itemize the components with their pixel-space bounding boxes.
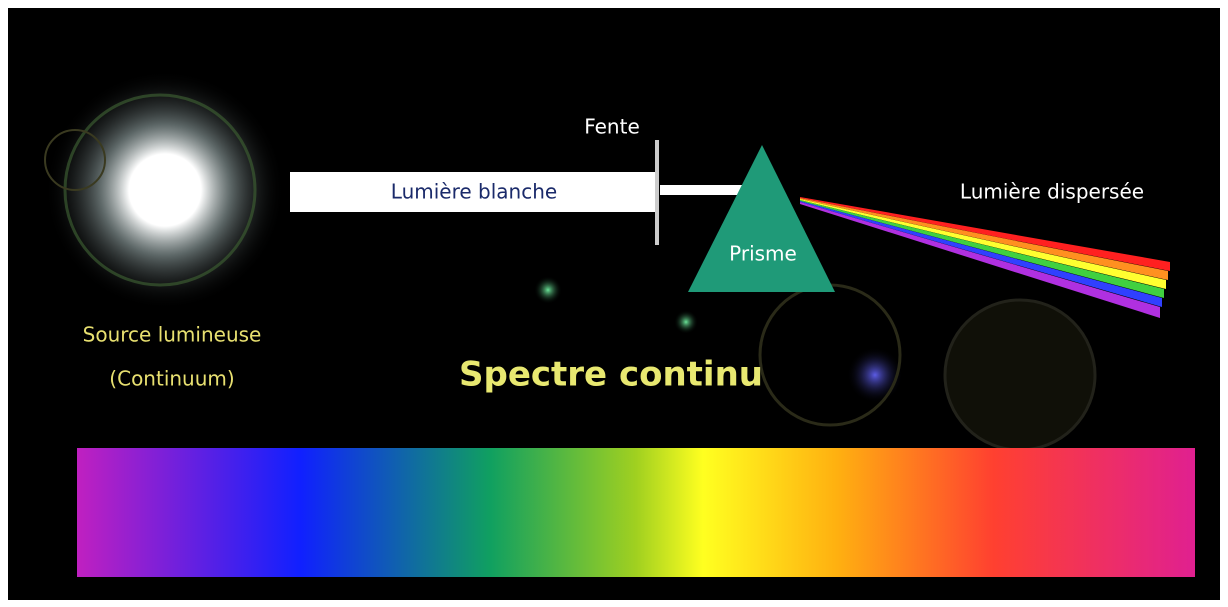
white-light-label: Lumière blanche [391, 180, 557, 204]
source-label: Source lumineuse [83, 323, 262, 347]
dispersed-light-label: Lumière dispersée [960, 180, 1144, 204]
diagram: Fente Lumière blanche Lumière dispersée … [0, 0, 1228, 607]
title: Spectre continu [459, 355, 763, 395]
lens-ring [945, 300, 1095, 450]
prism-label: Prisme [729, 242, 797, 266]
thin-beam [660, 185, 742, 195]
spectrum-bar [77, 448, 1195, 577]
page: Fente Lumière blanche Lumière dispersée … [0, 0, 1228, 607]
flare [534, 276, 562, 304]
source-note: (Continuum) [109, 367, 234, 391]
flare [847, 347, 903, 403]
slit-label: Fente [584, 115, 640, 139]
flare [674, 310, 698, 334]
